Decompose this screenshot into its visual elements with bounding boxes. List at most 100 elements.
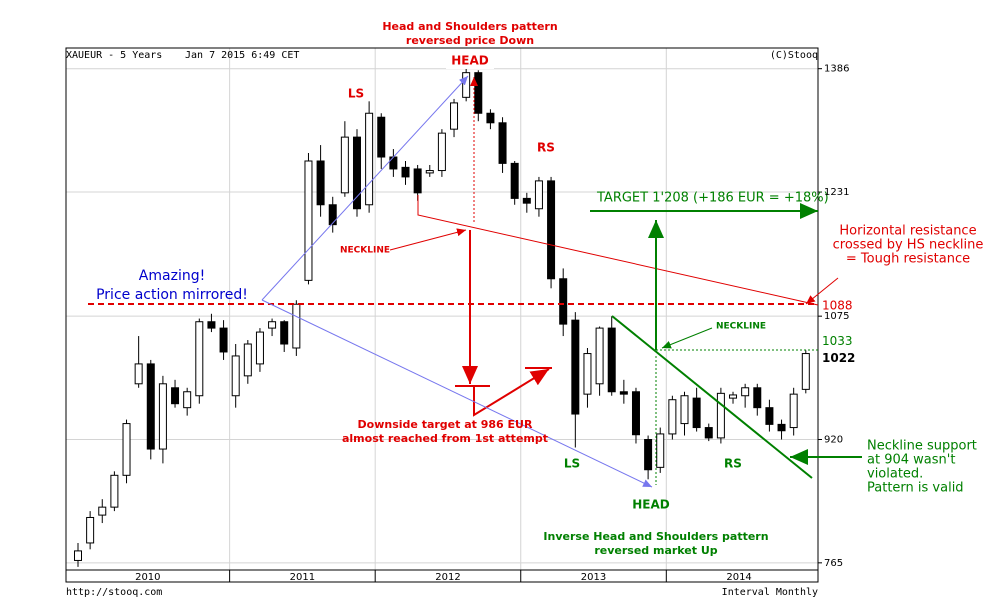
candle-body (146, 363, 155, 450)
annotation: NECKLINE (716, 322, 766, 332)
candle-body (158, 383, 167, 450)
annotation: HEAD (451, 54, 489, 68)
credit: (C)Stooq (770, 50, 818, 61)
candle-body (741, 387, 750, 397)
annotation: Head and Shoulders pattern (382, 20, 557, 33)
candle-body (510, 162, 519, 199)
candle-body (631, 391, 640, 436)
candle-body (450, 102, 459, 130)
candle-body (316, 160, 325, 206)
mirror-arrow (261, 299, 653, 488)
y-tick-label: 1386 (824, 64, 849, 75)
candle-body (268, 321, 277, 329)
y-tick-label: 1075 (824, 311, 849, 322)
price-label: 1088 (822, 298, 853, 312)
candle-body (474, 72, 483, 114)
candle-body (680, 395, 689, 425)
x-tick-label: 2010 (135, 572, 160, 583)
candle-body (328, 204, 337, 226)
candle-body (607, 327, 616, 393)
candle-body (389, 156, 398, 170)
annotation: TARGET 1'208 (+186 EUR = +18%) (596, 191, 829, 206)
title: XAUEUR - 5 Years (66, 50, 162, 61)
candle-body (704, 427, 713, 439)
label-bg (446, 53, 494, 69)
candle-body (243, 343, 252, 377)
candle-body (595, 327, 604, 385)
annotation: reversed price Down (406, 34, 534, 47)
annotation: at 904 wasn't (867, 453, 955, 468)
date: Jan 7 2015 6:49 CET (185, 50, 299, 61)
candle-body (171, 387, 180, 405)
reach-arrow (473, 368, 550, 417)
candle-body (801, 353, 810, 390)
annotation: RS (724, 457, 742, 471)
candle-body (462, 72, 471, 98)
candle-body (231, 355, 240, 397)
annotation: reversed market Up (594, 544, 717, 557)
candle-body (74, 550, 82, 561)
candle-body (498, 122, 507, 164)
annotation: HEAD (632, 498, 670, 512)
candle-body (377, 116, 386, 158)
annotation: LS (348, 87, 364, 101)
annotation: LS (564, 457, 580, 471)
candle-body (86, 516, 95, 544)
candle-body (619, 391, 628, 395)
y-tick-label: 920 (824, 435, 843, 446)
candle-body (98, 506, 107, 516)
candle-body (753, 387, 762, 409)
candle-body (692, 397, 701, 429)
candle-body (304, 160, 313, 281)
candle-body (547, 180, 556, 280)
candle-body (571, 319, 580, 415)
x-tick-label: 2013 (581, 572, 606, 583)
candle-body (765, 407, 774, 425)
annotation: crossed by HS neckline (833, 238, 984, 253)
annotation: almost reached from 1st attempt (342, 432, 548, 445)
pointer (389, 228, 467, 251)
candle-body (534, 180, 543, 210)
candle-body (437, 132, 446, 172)
candle-body (255, 331, 264, 365)
annotation: NECKLINE (340, 246, 390, 256)
candle-body (365, 112, 374, 206)
plot-frame (65, 47, 819, 583)
candle-body (110, 474, 119, 508)
candle-body (644, 439, 653, 471)
candle-body (352, 136, 361, 210)
candle-body (207, 321, 216, 329)
annotation: Amazing! (139, 268, 205, 284)
price-label: 1022 (822, 351, 855, 365)
annotation-lines (88, 75, 862, 488)
candle-body (522, 197, 531, 204)
candle-body (486, 112, 495, 124)
annotation: = Tough resistance (846, 252, 970, 267)
candle-body (583, 353, 592, 395)
y-tick-label: 765 (824, 558, 843, 569)
pointer (661, 327, 713, 349)
candle-body (401, 166, 410, 178)
candle-body (183, 391, 192, 409)
candle-body (789, 393, 798, 429)
candle-body (340, 136, 349, 194)
hs-neckline (417, 195, 819, 306)
price-label: 1033 (822, 334, 853, 348)
candle-body (219, 327, 228, 353)
candle-body (134, 363, 143, 385)
candle-body (292, 303, 301, 349)
annotation: Inverse Head and Shoulders pattern (543, 530, 768, 543)
candle-body (122, 423, 131, 476)
annotation: RS (537, 141, 555, 155)
pointer (805, 277, 839, 305)
y-tick-label: 1231 (824, 187, 849, 198)
candle-body (195, 321, 204, 397)
candle-body (656, 433, 665, 468)
x-tick-label: 2012 (435, 572, 460, 583)
candle-body (280, 321, 289, 345)
annotation: violated. (867, 467, 923, 482)
url: http://stooq.com (66, 587, 162, 598)
interval: Interval Monthly (722, 587, 818, 598)
candle-body (559, 278, 568, 325)
